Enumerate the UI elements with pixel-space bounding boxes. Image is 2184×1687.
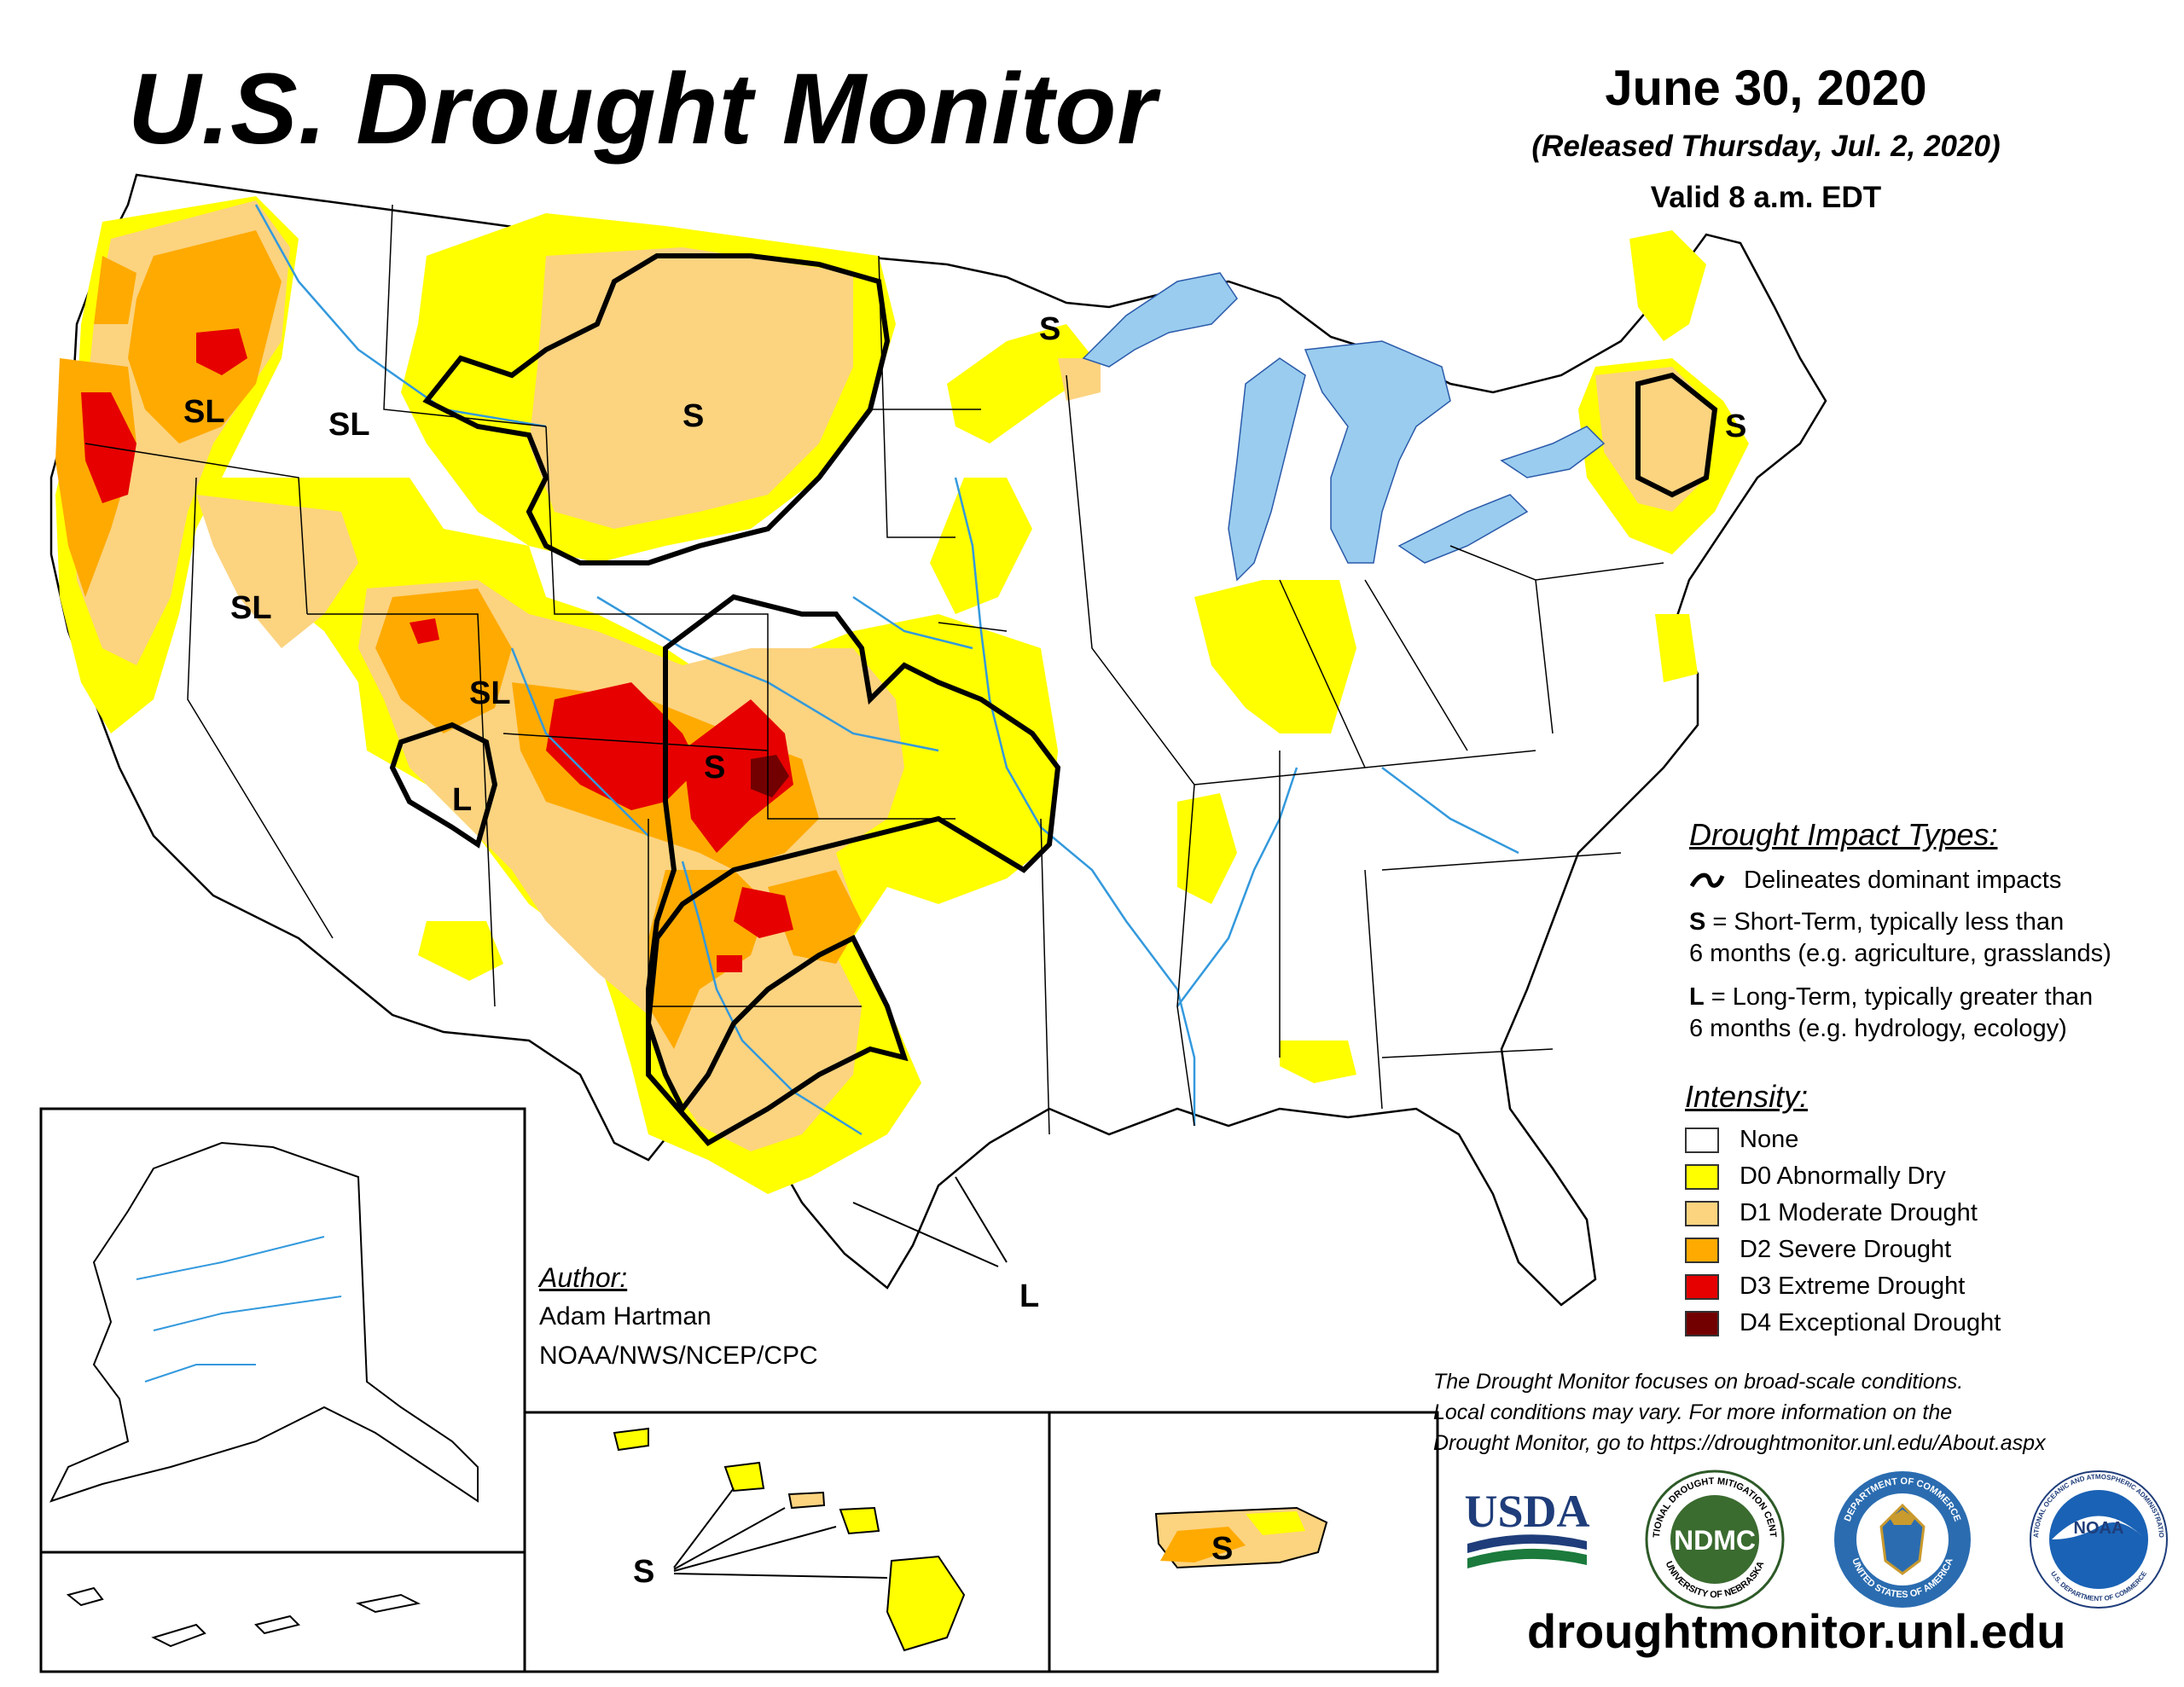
long-term-key: L = Long-Term, typically greater than: [1689, 983, 2111, 1012]
usda-logo: USDA: [1459, 1480, 1595, 1582]
inset-frames: [39, 1107, 1439, 1673]
impact-legend-title: Drought Impact Types:: [1689, 817, 1998, 852]
intensity-swatch: [1685, 1200, 1719, 1226]
intensity-row: D2 Severe Drought: [1685, 1232, 2001, 1268]
tx-l-pointer: [852, 1202, 999, 1267]
label-az-l: L: [452, 782, 472, 818]
great-lakes: [1082, 272, 1606, 582]
intensity-row: D1 Moderate Drought: [1685, 1195, 2001, 1232]
disclaimer-line: Drought Monitor, go to https://droughtmo…: [1433, 1431, 2046, 1455]
intensity-label: D1 Moderate Drought: [1740, 1199, 1978, 1226]
commerce-logo: DEPARTMENT OF COMMERCE UNITED STATES OF …: [1830, 1467, 1975, 1612]
intensity-swatch: [1685, 1127, 1719, 1153]
intensity-label: D0 Abnormally Dry: [1740, 1162, 1946, 1190]
intensity-swatch: [1685, 1310, 1719, 1336]
rivers: [254, 204, 1519, 1136]
hawaii-inset: S: [613, 1427, 966, 1652]
intensity-swatch: [1685, 1237, 1719, 1263]
disclaimer: The Drought Monitor focuses on broad-sca…: [1433, 1366, 2167, 1458]
intensity-label: None: [1740, 1126, 1799, 1153]
label-mt-s: S: [682, 398, 704, 434]
impact-legend: Drought Impact Types: Delineates dominan…: [1689, 817, 2111, 1043]
delineation-key: Delineates dominant impacts: [1689, 867, 2111, 895]
label-or-sl: SL: [183, 394, 225, 430]
intensity-legend: Intensity: None D0 Abnormally Dry D1 Moder…: [1685, 1079, 2001, 1342]
disclaimer-line: The Drought Monitor focuses on broad-sca…: [1433, 1370, 1964, 1394]
release-date: (Released Thursday, Jul. 2, 2020): [1531, 130, 2001, 163]
intensity-list: None D0 Abnormally Dry D1 Moderate Drought…: [1685, 1122, 2001, 1342]
short-term-desc-2: 6 months (e.g. agriculture, grasslands): [1689, 940, 2111, 967]
map-date: June 30, 2020: [1605, 61, 1927, 116]
state-borders: [84, 204, 1664, 1135]
author-heading: Author:: [539, 1262, 628, 1293]
short-term-key: S = Short-Term, typically less than: [1689, 908, 2111, 936]
intensity-row: D0 Abnormally Dry: [1685, 1158, 2001, 1195]
label-ut-sl: SL: [469, 675, 511, 711]
long-term-desc-1: = Long-Term, typically greater than: [1704, 983, 2094, 1011]
intensity-row: None: [1685, 1122, 2001, 1158]
label-hi-s: S: [633, 1554, 654, 1590]
intensity-label: D4 Exceptional Drought: [1740, 1309, 2001, 1336]
delineation-line-icon: [1689, 872, 1725, 888]
tx-l-pointer: [955, 1176, 1008, 1263]
label-nv-sl: SL: [230, 590, 272, 626]
short-term-desc-1: = Short-Term, typically less than: [1705, 908, 2065, 936]
disclaimer-line: Local conditions may vary. For more info…: [1433, 1400, 1953, 1424]
d3-areas: [81, 328, 793, 972]
label-pr-s: S: [1211, 1531, 1233, 1567]
label-ne-s: S: [1725, 409, 1746, 444]
label-mn-s: S: [1039, 311, 1060, 347]
delineation-text: Delineates dominant impacts: [1744, 867, 2062, 894]
noaa-logo: NATIONAL OCEANIC AND ATMOSPHERIC ADMINIS…: [2024, 1461, 2171, 1612]
map-title: U.S. Drought Monitor: [128, 53, 1158, 165]
alaska-inset: [49, 1141, 479, 1503]
intensity-swatch: [1685, 1273, 1719, 1300]
impact-delineations: [389, 253, 1718, 1146]
label-id-sl: SL: [328, 407, 370, 443]
short-term-letter: S: [1689, 908, 1706, 936]
long-term-letter: L: [1689, 983, 1705, 1011]
usda-logo-text: USDA: [1464, 1486, 1589, 1537]
intensity-label: D3 Extreme Drought: [1740, 1272, 1966, 1300]
puerto-rico-inset: S: [1154, 1506, 1328, 1569]
noaa-logo-text: NOAA: [2074, 1519, 2124, 1538]
label-co-s: S: [704, 750, 725, 786]
ndmc-logo: NATIONAL DROUGHT MITIGATION CENTER UNIVE…: [1639, 1459, 1787, 1612]
valid-time: Valid 8 a.m. EDT: [1650, 181, 1882, 214]
website-link[interactable]: droughtmonitor.unl.edu: [1527, 1604, 2066, 1658]
intensity-legend-title: Intensity:: [1685, 1079, 1809, 1114]
intensity-swatch: [1685, 1163, 1719, 1190]
intensity-row: D3 Extreme Drought: [1685, 1268, 2001, 1305]
author-name: Adam Hartman: [539, 1302, 712, 1330]
label-tx-l: L: [1019, 1278, 1039, 1314]
d4-areas: [751, 755, 789, 797]
ndmc-logo-text: NDMC: [1674, 1525, 1756, 1556]
author-org: NOAA/NWS/NCEP/CPC: [539, 1342, 818, 1370]
intensity-label: D2 Severe Drought: [1740, 1236, 1952, 1263]
long-term-desc-2: 6 months (e.g. hydrology, ecology): [1689, 1015, 2067, 1042]
intensity-row: D4 Exceptional Drought: [1685, 1305, 2001, 1342]
aleutian-islands: [66, 1586, 421, 1648]
